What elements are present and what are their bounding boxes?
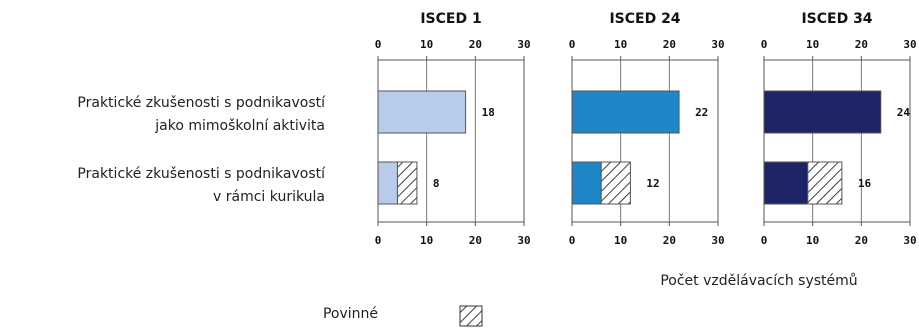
category-label-0-line-0: Praktické zkušenosti s podnikavostí (77, 95, 326, 111)
tick-label-bottom: 20 (663, 234, 676, 247)
tick-label-top: 30 (711, 38, 724, 51)
tick-label-top: 10 (614, 38, 627, 51)
panel-title: ISCED 24 (609, 11, 680, 27)
legend-swatch-hatch (459, 305, 483, 327)
tick-label-top: 20 (469, 38, 482, 51)
tick-label-bottom: 10 (420, 234, 433, 247)
bar (571, 90, 680, 134)
tick-label-top: 10 (806, 38, 819, 51)
category-label-1-line-0: Praktické zkušenosti s podnikavostí (77, 166, 326, 182)
tick-label-bottom: 0 (761, 234, 768, 247)
tick-label-top: 0 (761, 38, 768, 51)
bar-compulsory-part (396, 161, 418, 205)
value-label: 24 (897, 106, 911, 119)
tick-label-bottom: 30 (711, 234, 724, 247)
value-label: 12 (646, 177, 659, 190)
value-label: 8 (433, 177, 440, 190)
tick-label-bottom: 0 (569, 234, 576, 247)
panel-title: ISCED 1 (420, 11, 481, 27)
tick-label-bottom: 30 (903, 234, 916, 247)
value-label: 18 (482, 106, 495, 119)
category-label-1-line-1: v rámci kurikula (213, 189, 325, 205)
panel-2: ISCED 24 0 0 10 10 20 20 30 30 22 12 (569, 11, 725, 247)
tick-label-top: 0 (569, 38, 576, 51)
legend-label: Povinné (323, 306, 378, 322)
tick-label-top: 30 (903, 38, 916, 51)
panel-1: ISCED 1 0 0 10 10 20 20 30 30 18 8 (375, 11, 531, 247)
category-label-0-line-1: jako mimoškolní aktivita (154, 118, 325, 134)
value-label: 16 (858, 177, 872, 190)
bar (763, 90, 882, 134)
panel-3: ISCED 34 0 0 10 10 20 20 30 30 24 16 (761, 11, 917, 247)
x-axis-caption: Počet vzdělávacích systémů (660, 273, 857, 289)
tick-label-top: 30 (517, 38, 530, 51)
tick-label-top: 0 (375, 38, 382, 51)
tick-label-bottom: 0 (375, 234, 382, 247)
bar (571, 161, 602, 205)
tick-label-bottom: 20 (855, 234, 868, 247)
value-label: 22 (695, 106, 708, 119)
tick-label-top: 10 (420, 38, 433, 51)
tick-label-bottom: 20 (469, 234, 482, 247)
tick-label-bottom: 10 (614, 234, 627, 247)
bar-compulsory-part (600, 161, 631, 205)
tick-label-top: 20 (855, 38, 868, 51)
bar (377, 90, 467, 134)
bar-compulsory-part (807, 161, 843, 205)
panel-title: ISCED 34 (801, 11, 872, 27)
tick-label-bottom: 10 (806, 234, 819, 247)
tick-label-top: 20 (663, 38, 676, 51)
bar (763, 161, 809, 205)
bar (377, 161, 398, 205)
tick-label-bottom: 30 (517, 234, 530, 247)
